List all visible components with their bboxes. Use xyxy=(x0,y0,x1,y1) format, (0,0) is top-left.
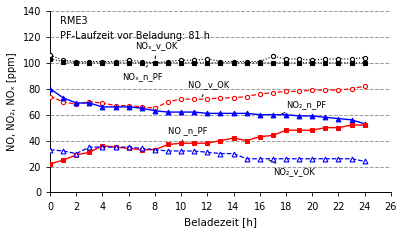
Text: RME3: RME3 xyxy=(60,16,88,26)
Text: NOₓ_v_OK: NOₓ_v_OK xyxy=(135,41,178,59)
Text: PF-Laufzeit vor Beladung: 81 h: PF-Laufzeit vor Beladung: 81 h xyxy=(60,31,210,41)
Text: NO₂_v_OK: NO₂_v_OK xyxy=(269,160,315,176)
Text: NOₓ_n_PF: NOₓ_n_PF xyxy=(122,65,163,82)
Text: NO _n_PF: NO _n_PF xyxy=(168,126,208,141)
Text: NO _v_OK: NO _v_OK xyxy=(188,80,229,97)
Text: NO₂_n_PF: NO₂_n_PF xyxy=(282,100,326,114)
X-axis label: Beladezeit [h]: Beladezeit [h] xyxy=(184,217,257,227)
Y-axis label: NO, NO₂, NOₓ [ppm]: NO, NO₂, NOₓ [ppm] xyxy=(7,52,17,151)
